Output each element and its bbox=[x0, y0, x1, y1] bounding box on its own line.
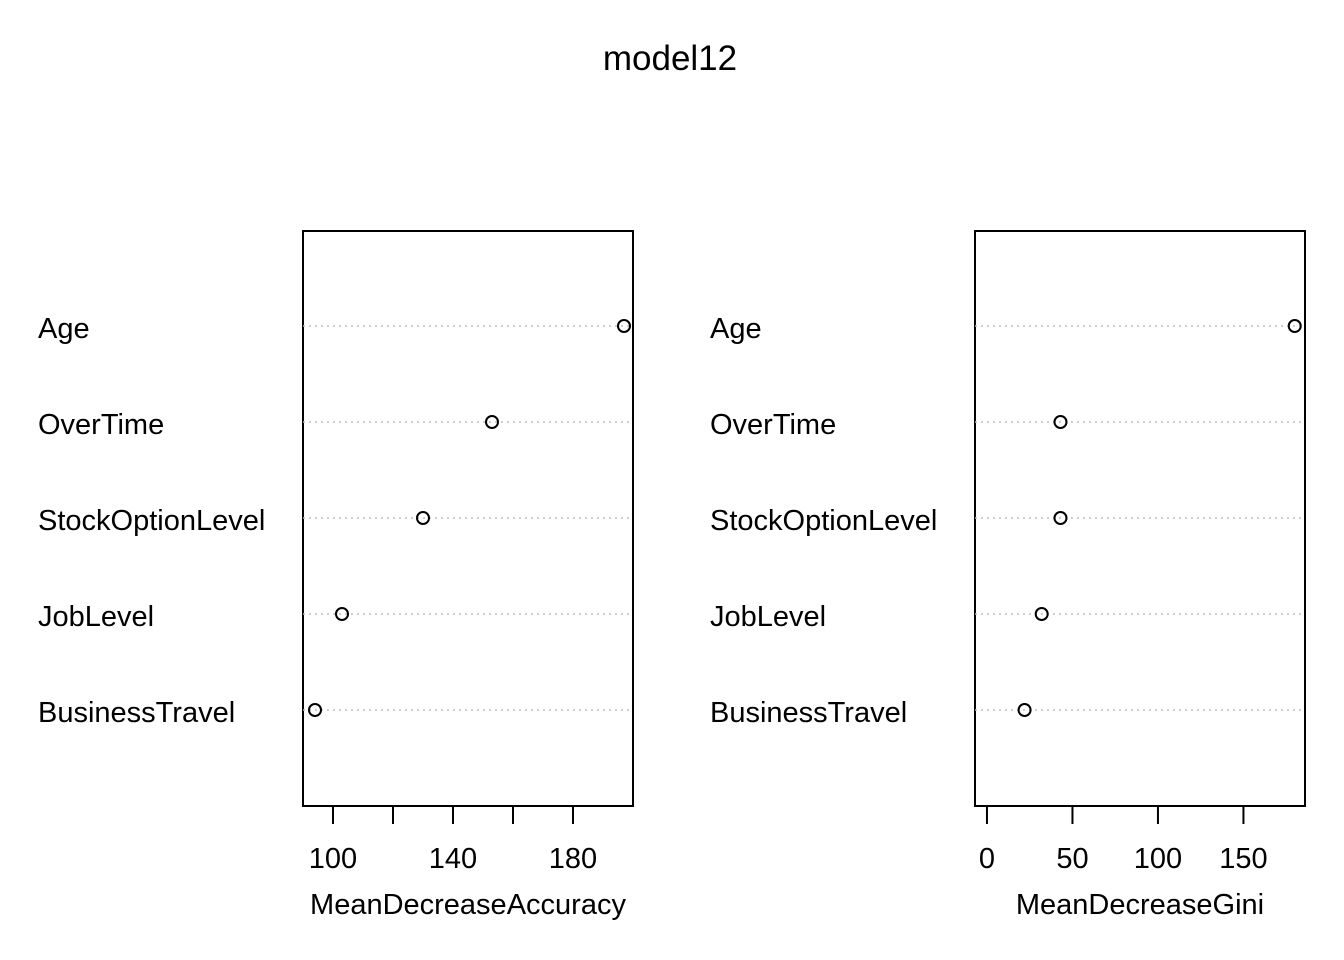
x-tick-label-2: 100 bbox=[1134, 843, 1182, 875]
category-label-1: OverTime bbox=[710, 409, 836, 441]
x-axis-label: MeanDecreaseGini bbox=[1016, 889, 1264, 921]
data-point-2 bbox=[416, 511, 430, 525]
x-tick-label-0: 100 bbox=[309, 843, 357, 875]
category-label-0: Age bbox=[38, 313, 90, 345]
data-point-2 bbox=[1053, 511, 1068, 525]
category-label-1: OverTime bbox=[38, 409, 164, 441]
panel-mean-decrease-accuracy: Age OverTime StockOptionLevel JobLevel Busin… bbox=[38, 230, 634, 921]
x-tick-label-2: 140 bbox=[429, 843, 477, 875]
category-label-2: StockOptionLevel bbox=[710, 505, 937, 537]
data-point-3 bbox=[1034, 607, 1049, 621]
category-label-3: JobLevel bbox=[38, 601, 154, 633]
category-label-4: BusinessTravel bbox=[710, 697, 907, 729]
x-axis-label: MeanDecreaseAccuracy bbox=[310, 889, 626, 921]
data-point-0 bbox=[617, 319, 631, 333]
x-tick-label-4: 180 bbox=[549, 843, 597, 875]
category-label-3: JobLevel bbox=[710, 601, 826, 633]
x-tick-label-0: 0 bbox=[979, 843, 995, 875]
data-point-0 bbox=[1287, 319, 1302, 333]
data-point-3 bbox=[335, 607, 349, 621]
data-point-1 bbox=[485, 415, 499, 429]
panel-mean-decrease-gini: Age OverTime StockOptionLevel JobLevel Busin… bbox=[710, 230, 1306, 921]
category-label-4: BusinessTravel bbox=[38, 697, 235, 729]
x-tick-label-3: 150 bbox=[1219, 843, 1267, 875]
category-label-2: StockOptionLevel bbox=[38, 505, 265, 537]
data-point-1 bbox=[1053, 415, 1068, 429]
figure-title: model12 bbox=[603, 39, 737, 78]
x-tick-label-1: 50 bbox=[1056, 843, 1088, 875]
category-label-0: Age bbox=[710, 313, 762, 345]
data-point-4 bbox=[1017, 703, 1032, 717]
data-point-4 bbox=[308, 703, 322, 717]
